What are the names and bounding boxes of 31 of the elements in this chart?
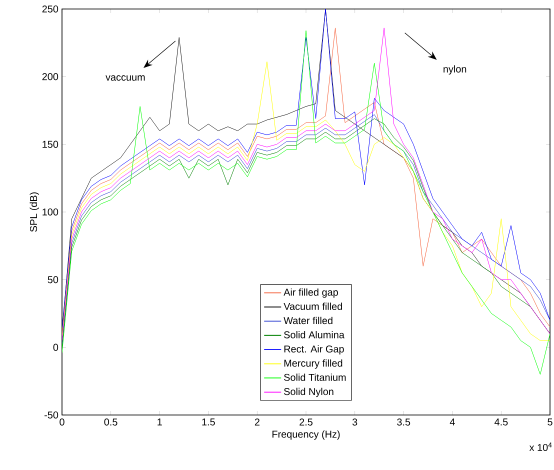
y-tick-label: 0 — [53, 344, 58, 351]
legend-label: Vacuum filled — [284, 302, 342, 310]
y-tick-label: 250 — [42, 5, 58, 13]
legend-label: Mercury filled — [284, 359, 342, 369]
x-tick-label: 4.5 — [494, 418, 508, 426]
y-axis-title: SPL (dB) — [30, 192, 40, 232]
y-tick-label: 50 — [48, 276, 58, 284]
x-tick-label: 1 — [158, 418, 162, 426]
x-axis-title: Frequency (Hz) — [272, 430, 340, 440]
legend-label: Solid Alumina — [284, 331, 344, 338]
x-tick-label: 0.5 — [104, 418, 118, 426]
text: x 10$^{4}$ — [529, 442, 552, 452]
annotation: vaccuum — [106, 75, 145, 81]
x-tick-label: 3.5 — [397, 418, 410, 426]
y-tick-label: 100 — [42, 208, 58, 216]
legend-label: Water filled — [284, 316, 332, 324]
y-tick-label: 200 — [42, 73, 58, 80]
y-tick-label: -50 — [44, 411, 58, 419]
y-tick-label: 150 — [42, 140, 58, 148]
x-tick-label: 4 — [450, 418, 455, 426]
x-tick-label: 1.5 — [202, 418, 215, 426]
x-tick-label: 2 — [254, 418, 260, 426]
legend-label: Air filled gap — [284, 288, 338, 298]
legend-label: Solid Nylon — [284, 388, 334, 398]
x-tick-label: 3 — [352, 418, 358, 426]
x-tick-label: 2.5 — [300, 418, 313, 426]
legend-label: Rect. Air Gap — [284, 345, 344, 354]
x-tick-label: 0 — [60, 418, 64, 426]
x-tick-label: 5 — [548, 418, 552, 426]
annotation: nylon — [444, 65, 466, 75]
legend-label: Solid Titanium — [284, 374, 346, 381]
